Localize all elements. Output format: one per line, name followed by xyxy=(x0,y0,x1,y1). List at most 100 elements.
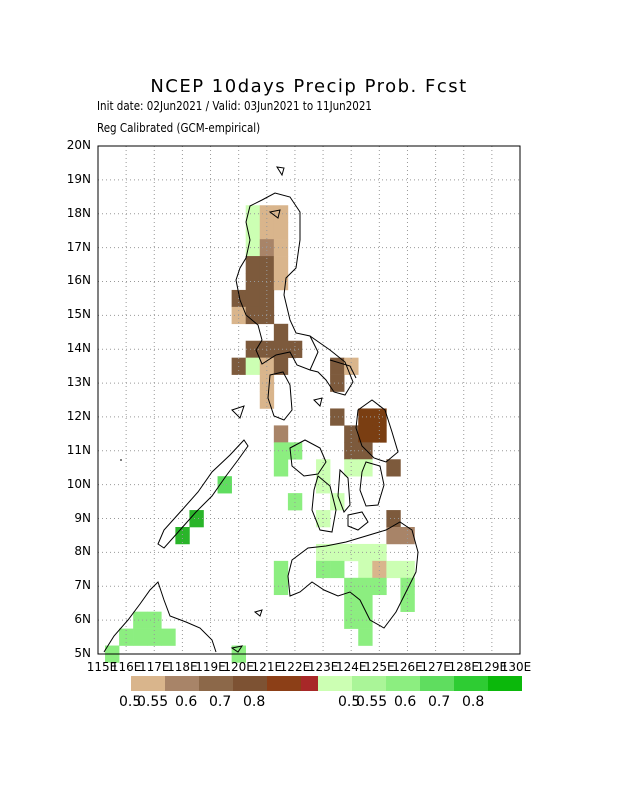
probability-cell xyxy=(287,340,303,358)
legend-level-label: 0.55 xyxy=(356,694,388,710)
probability-cell xyxy=(217,476,232,494)
plot-frame xyxy=(97,145,521,655)
probability-cell xyxy=(273,256,289,274)
probability-cell xyxy=(189,510,204,528)
legend-swatch xyxy=(131,676,165,691)
lat-tick-label: 7N xyxy=(74,578,91,593)
lon-tick-label: 115E xyxy=(86,660,118,674)
probability-cell xyxy=(273,442,289,460)
probability-cell xyxy=(175,527,190,545)
lat-tick-label: 20N xyxy=(66,138,91,152)
probability-cell xyxy=(273,239,289,257)
probability-cell xyxy=(358,408,373,426)
legend-swatch xyxy=(165,676,199,691)
probability-cell xyxy=(330,560,345,579)
lon-tick-label: 116E xyxy=(110,660,142,674)
lon-tick-label: 118E xyxy=(167,660,198,674)
legend-level-label: 0.6 xyxy=(175,694,198,710)
probability-cell xyxy=(358,628,373,646)
probability-cell xyxy=(330,357,345,375)
probability-cell xyxy=(400,527,415,545)
lat-tick-label: 15N xyxy=(66,307,91,322)
probability-cell xyxy=(400,560,415,579)
legend-level-label: 0.8 xyxy=(243,694,266,710)
probability-cell xyxy=(287,493,303,511)
legend-level-label: 0.5 xyxy=(119,694,142,710)
lat-tick-label: 16N xyxy=(66,273,91,288)
borneo-coastline xyxy=(103,581,217,653)
legend-swatch xyxy=(318,676,352,691)
probability-cell xyxy=(330,374,345,392)
legend-level-label: 0.6 xyxy=(394,694,417,710)
lat-tick-label: 12N xyxy=(66,408,91,423)
probability-cell xyxy=(119,628,134,646)
luzon-coastline xyxy=(235,192,319,371)
probability-cell xyxy=(316,476,331,494)
map-subtitle-dates: Init date: 02Jun2021 / Valid: 03Jun2021 … xyxy=(97,99,372,113)
lat-tick-label: 14N xyxy=(66,341,91,356)
lat-tick-label: 5N xyxy=(74,646,91,660)
legend-dry xyxy=(131,676,335,691)
probability-cell xyxy=(372,543,387,562)
legend-swatch xyxy=(488,676,522,691)
probability-cell xyxy=(133,628,148,646)
probability-cell xyxy=(273,222,289,240)
lat-tick-label: 18N xyxy=(66,205,91,220)
palawan-coastline xyxy=(157,439,249,549)
coastlines xyxy=(103,166,419,653)
panay-coastline xyxy=(289,439,327,477)
lat-tick-label: 17N xyxy=(66,239,91,254)
legend-level-label: 0.8 xyxy=(462,694,485,710)
lon-tick-label: 117E xyxy=(139,660,170,674)
probability-cell xyxy=(358,560,373,579)
probability-cell xyxy=(358,611,373,629)
mindoro-coastline xyxy=(267,371,293,421)
lat-tick-label: 9N xyxy=(74,510,91,525)
lat-tick-label: 10N xyxy=(66,476,91,491)
mindanao-coastline xyxy=(287,521,419,629)
lon-tick-label: 119E xyxy=(195,660,226,674)
probability-cell xyxy=(358,577,373,596)
lon-tick-label: 126E xyxy=(392,660,423,674)
probability-cell xyxy=(330,543,345,562)
legend-swatch xyxy=(420,676,454,691)
lat-tick-label: 6N xyxy=(74,612,91,627)
probability-cell xyxy=(386,459,401,477)
legend-swatch xyxy=(386,676,420,691)
probability-cell xyxy=(273,560,289,579)
probability-cell xyxy=(273,459,289,477)
bohol-coastline xyxy=(347,511,369,531)
lon-tick-label: 124E xyxy=(335,660,367,674)
probability-cell xyxy=(147,628,162,646)
map-subtitle-method: Reg Calibrated (GCM-empirical) xyxy=(97,121,261,135)
probability-cell xyxy=(316,560,331,579)
lon-tick-label: 123E xyxy=(307,660,339,674)
probability-cell xyxy=(273,323,289,342)
probability-cell xyxy=(344,459,359,477)
probability-cell xyxy=(245,340,261,358)
probability-cell xyxy=(358,425,373,443)
probability-cell xyxy=(372,408,387,426)
probability-cell xyxy=(330,493,345,511)
legend-swatch xyxy=(233,676,267,691)
probability-cell xyxy=(358,459,373,477)
lon-tick-label: 129E xyxy=(476,660,508,674)
probability-cell xyxy=(273,357,289,375)
lon-tick-label: 120E xyxy=(223,660,254,674)
probability-cell xyxy=(245,306,261,325)
probability-cell xyxy=(245,256,261,274)
lon-tick-label: 125E xyxy=(364,660,395,674)
lat-tick-label: 13N xyxy=(66,375,91,390)
probability-cell xyxy=(344,543,359,562)
legend-level-label: 0.7 xyxy=(209,694,232,710)
legend-level-label: 0.55 xyxy=(137,694,169,710)
lat-tick-label: 8N xyxy=(74,544,91,559)
lon-tick-label: 130E xyxy=(500,660,532,674)
probability-cell xyxy=(386,527,401,545)
probability-cell xyxy=(344,594,359,612)
probability-cell xyxy=(400,594,415,612)
legend-wet xyxy=(318,676,522,691)
legend-level-label: 0.7 xyxy=(428,694,451,710)
probability-cell xyxy=(133,611,148,629)
